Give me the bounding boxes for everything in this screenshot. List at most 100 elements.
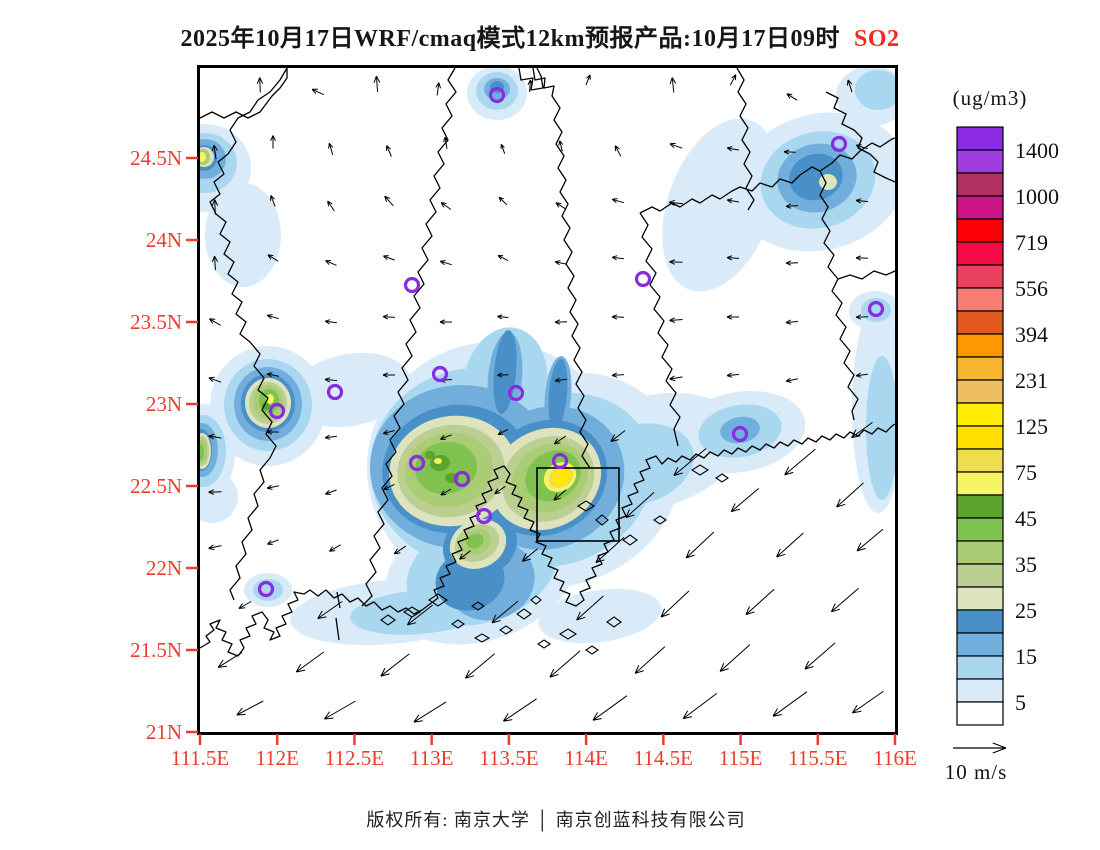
so2-contour-region [434,458,442,464]
island-outline [428,593,448,607]
wind-vector-arrow [440,202,452,210]
legend-color-box [956,241,1004,266]
so2-contour-region [266,394,274,404]
wind-vector-arrow [726,255,740,261]
wind-vector-arrow [464,653,495,679]
legend-value-label: 556 [1015,276,1048,301]
wind-vector-arrow [325,489,337,495]
wind-vector-arrow [669,375,683,382]
wind-vector-arrow [497,254,509,262]
coastline-boundary [361,68,457,607]
coastline-boundary [335,617,340,641]
wind-vector-arrow [585,74,591,86]
wind-vector-arrow [494,485,506,495]
wind-vector-arrow [439,319,452,325]
wind-vector-arrow [855,314,869,320]
wind-vector-arrow [610,430,626,442]
so2-contour-region [200,444,204,460]
wind-vector-arrow [217,652,243,668]
wind-vector-arrow [266,314,279,320]
wind-vector-arrow [211,255,218,271]
wind-vector-arrow [855,372,868,378]
legend-color-box [956,402,1004,427]
wind-vector-arrow [380,653,410,677]
legend-value-label: 1400 [1015,138,1059,163]
so2-contour-region [466,533,484,549]
so2-contour-region [662,118,778,292]
island-outline [690,464,710,476]
wind-vector-arrow [576,595,604,621]
title-pollutant-label: SO2 [853,26,900,52]
station-marker [403,276,421,294]
wind-vector-arrow [669,77,677,93]
lon-tick-label: 115E [719,746,763,770]
legend-color-box [956,195,1004,220]
so2-contour-region [262,402,270,410]
wind-vector-arrow [855,144,868,150]
island-outline [380,614,396,626]
lat-tick-label: 22N [146,556,182,580]
wind-vector-arrow [440,488,452,496]
wind-vector-arrow [786,93,798,101]
lon-tick-label: 112.5E [325,746,384,770]
wind-vector-arrow [497,314,509,320]
wind-vector-arrow [772,691,808,717]
wind-vector-arrow [270,135,276,149]
wind-vector-arrow [611,372,625,378]
island-outline [606,616,622,628]
lon-tick-label: 115.5E [788,746,847,770]
so2-contour-region [205,183,281,287]
domain-box [536,467,620,542]
wind-vector-arrow [855,198,869,204]
wind-vector-arrow [324,377,338,383]
legend-value-label: 45 [1015,506,1037,531]
wind-vector-arrow [554,319,568,325]
wind-vector-arrow [784,448,816,476]
lon-tick-label: 114.5E [634,746,693,770]
so2-contour-region [548,359,568,429]
wind-vector-arrow [208,318,221,326]
wind-vector-arrow [614,145,622,157]
coastline-boundary [736,68,755,211]
wind-vector-arrow [413,701,447,723]
wind-vector-arrow [856,528,884,552]
wind-vector-arrow [660,590,690,618]
wind-vector-arrow [311,88,325,96]
wind-vector-arrow [440,434,452,440]
coastline-boundary [518,68,544,91]
island-outline [558,628,578,640]
wind-vector-arrow [553,435,567,445]
lat-tick-label: 21.5N [130,638,182,662]
wind-vector-arrow [830,587,859,613]
wind-vector-arrow [324,319,337,325]
coastline-boundary [532,68,591,469]
wind-vector-arrow [851,421,873,439]
legend-color-box [956,425,1004,450]
lat-tick-label: 22.5N [130,474,182,498]
station-marker [634,270,652,288]
station-marker [731,425,749,443]
so2-contour-region [866,356,895,500]
wind-vector-arrow [836,482,864,508]
footer-right: 南京创蓝科技有限公司 [555,810,746,830]
island-outline [451,619,465,629]
wind-vector-arrow [804,642,836,670]
wind-vector-arrow [553,489,567,501]
wind-vector-arrow [502,698,537,722]
wind-vector-arrow [443,136,449,149]
legend-color-box [956,218,1004,243]
wind-vector-arrow [726,372,740,378]
legend-color-box [956,563,1004,588]
coastline-boundary [639,212,681,447]
island-outline [537,639,551,649]
wind-vector-arrow [384,195,394,207]
station-marker [488,86,506,104]
legend-value-label: 35 [1015,552,1037,577]
wind-vector-arrow [267,539,279,545]
legend-color-box [956,517,1004,542]
wind-vector-arrow [373,75,381,93]
legend-color-box [956,678,1004,703]
wind-vector-arrow [325,260,337,266]
copyright-footer: 版权所有: 南京大学 │ 南京创蓝科技有限公司 [12,806,1100,832]
